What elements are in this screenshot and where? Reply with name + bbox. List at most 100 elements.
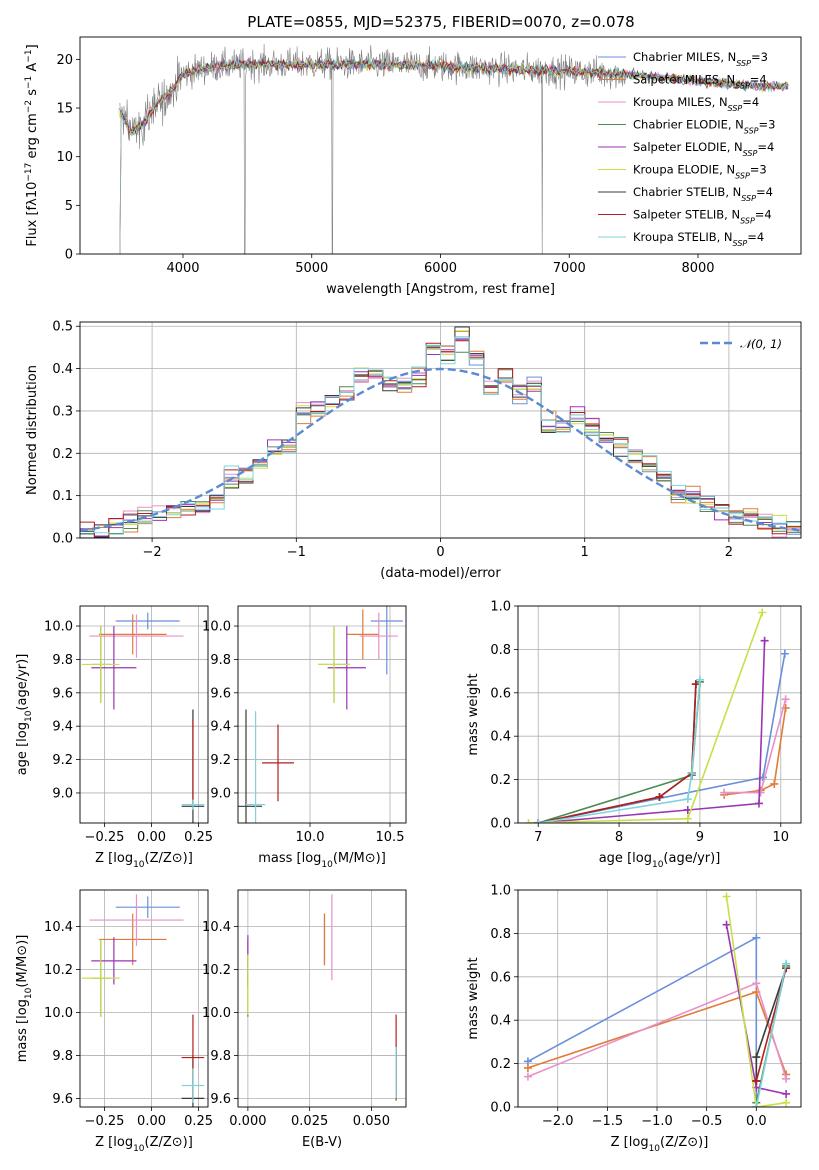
plot-area-mass-weight-vs-Z: [523, 892, 791, 1107]
y-tick-label: 0.4: [490, 730, 511, 745]
x-tick-label: 0.25: [184, 1114, 213, 1129]
model-spectrum-line: [118, 57, 789, 254]
y-axis-label: mass [log10(M/M⊙)]: [15, 935, 34, 1063]
x-tick-label: 7: [534, 830, 542, 845]
x-tick-label: 2: [725, 545, 733, 560]
x-tick-label: 5000: [295, 261, 328, 276]
x-tick-label: −2.0: [542, 1114, 574, 1129]
panel-age-vs-Z: −0.25 0.00 0.25 9.0 9.2 9.4 9.6 9.8 10.0 Z [log10…: [15, 605, 213, 870]
y-tick-label: 20: [56, 53, 73, 68]
y-tick-label: 0.6: [490, 970, 511, 985]
x-tick-label: 6000: [424, 261, 457, 276]
weight-marker: [722, 892, 731, 901]
y-tick-label: 9.6: [52, 686, 73, 701]
y-axis-label: mass weight: [466, 673, 481, 755]
x-tick-label: 4000: [166, 261, 199, 276]
panel-mass-vs-EBV: 0.000 0.025 0.050 9.6 9.8 10.0 10.2 10.4 E(B-V): [202, 889, 407, 1150]
y-tick-label: 0.8: [490, 927, 511, 942]
weight-marker: [780, 649, 789, 658]
x-tick-label: −1: [287, 545, 306, 560]
x-axis-label: E(B-V): [302, 1135, 342, 1150]
weight-marker: [720, 788, 729, 797]
plot-area-residuals: [80, 326, 801, 538]
y-tick-label: 10.2: [44, 963, 73, 978]
figure-title: PLATE=0855, MJD=52375, FIBERID=0070, z=0…: [247, 13, 634, 31]
weight-marker: [691, 680, 700, 689]
legend-label: Chabrier ELODIE, NSSP=3: [633, 118, 775, 136]
y-tick-label: 10.4: [202, 920, 231, 935]
x-tick-label: −1.5: [592, 1114, 624, 1129]
y-tick-label: 9.4: [52, 720, 73, 735]
x-axis-label: Z [log10(Z/Z⊙)]: [95, 851, 193, 870]
y-tick-label: 10.0: [202, 620, 231, 635]
weight-line: [725, 896, 787, 1107]
axes-frame: [517, 605, 802, 824]
y-tick-label: 0.0: [490, 1101, 511, 1116]
weight-marker: [760, 636, 769, 645]
weight-line: [755, 963, 787, 1107]
weight-marker: [752, 1053, 761, 1062]
weight-marker: [752, 1103, 761, 1107]
weight-marker: [782, 1089, 791, 1098]
legend-label: Chabrier MILES, NSSP=3: [633, 50, 768, 68]
y-axis-label: mass weight: [466, 957, 481, 1039]
panel-residuals: −2 −1 0 1 2 0.0 0.1 0.2 0.3 0.4 0.5 (data-model)/er…: [25, 320, 802, 581]
y-tick-label: 9.6: [210, 686, 231, 701]
y-tick-label: 9.2: [210, 753, 231, 768]
y-tick-label: 9.8: [210, 1049, 231, 1064]
axes-frame: [79, 605, 209, 824]
weight-marker: [534, 819, 543, 823]
y-tick-label: 9.8: [210, 653, 231, 668]
weight-marker: [752, 1076, 761, 1085]
weight-marker: [683, 795, 692, 804]
y-tick-label: 10.2: [202, 963, 231, 978]
x-tick-label: −0.5: [691, 1114, 723, 1129]
y-axis-label: Flux [fλ10−17 erg cm−2 s−1 A−1]: [24, 44, 40, 246]
weight-line: [538, 684, 697, 823]
gaussian-curve: [80, 367, 801, 532]
x-axis-label: Z [log10(Z/Z⊙)]: [611, 1135, 709, 1154]
y-tick-label: 1.0: [490, 884, 511, 899]
axes-frame: [517, 889, 802, 1108]
x-tick-label: −2: [143, 545, 162, 560]
x-tick-label: 0.025: [291, 1114, 328, 1129]
weight-marker: [687, 769, 696, 778]
weight-marker: [782, 1074, 791, 1083]
x-tick-label: 0.00: [137, 830, 166, 845]
weight-marker: [754, 799, 763, 808]
x-tick-label: 9: [696, 830, 704, 845]
panel-spectrum: 4000 5000 6000 7000 8000 0 5 10 15 20 wavelength […: [24, 36, 802, 297]
axes-frame: [237, 889, 407, 1108]
x-axis-label: mass [log10(M/M⊙)]: [258, 851, 386, 870]
x-tick-label: 8: [615, 830, 623, 845]
plot-area-age-vs-mass: [238, 606, 403, 823]
y-tick-label: 0.5: [52, 320, 73, 335]
legend-label: Chabrier STELIB, NSSP=4: [633, 185, 773, 203]
plot-area-mass-weight-vs-age: [524, 608, 790, 823]
y-tick-label: 0.4: [490, 1014, 511, 1029]
axes-frame: [79, 36, 802, 255]
y-tick-label: 0.0: [490, 817, 511, 832]
y-tick-label: 0.3: [52, 404, 73, 419]
y-tick-label: 10.0: [44, 620, 73, 635]
x-axis-label: age [log10(age/yr)]: [599, 851, 721, 870]
x-tick-label: 0.050: [353, 1114, 390, 1129]
x-tick-label: 10.5: [376, 830, 405, 845]
y-tick-label: 0.2: [490, 1057, 511, 1072]
x-tick-label: 0.0: [746, 1114, 767, 1129]
y-tick-label: 9.0: [52, 786, 73, 801]
y-tick-label: 0.4: [52, 362, 73, 377]
weight-line: [538, 640, 766, 823]
panel-mass-weight-vs-age: 7 8 9 10 0.0 0.2 0.4 0.6 0.8 1.0 age [log10(age/yr…: [466, 600, 802, 870]
y-tick-label: 5: [65, 199, 73, 214]
plot-area-mass-vs-EBV: [247, 894, 397, 1101]
y-tick-label: 0.0: [52, 532, 73, 547]
y-tick-label: 10: [56, 150, 73, 165]
y-tick-label: 0.2: [490, 773, 511, 788]
weight-marker: [770, 779, 779, 788]
legend-label: 𝒩(0, 1): [740, 337, 782, 351]
weight-marker: [752, 979, 761, 988]
weight-marker: [756, 788, 765, 797]
x-tick-label: −1.0: [641, 1114, 673, 1129]
